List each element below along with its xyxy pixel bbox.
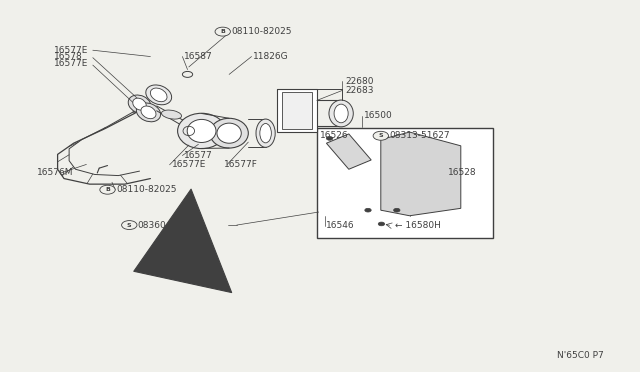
- Ellipse shape: [260, 124, 271, 143]
- Ellipse shape: [161, 110, 182, 119]
- Polygon shape: [326, 134, 371, 169]
- Bar: [277, 89, 317, 132]
- Circle shape: [365, 208, 371, 212]
- Text: 16576M: 16576M: [36, 169, 73, 177]
- Text: S: S: [127, 222, 132, 228]
- Text: FRONT: FRONT: [163, 257, 196, 267]
- Bar: [282, 92, 312, 129]
- Text: 08313-51627: 08313-51627: [389, 131, 450, 140]
- Text: B: B: [220, 29, 225, 34]
- Text: 16577: 16577: [184, 151, 212, 160]
- Text: 16546: 16546: [326, 221, 355, 230]
- Text: 08110-82025: 08110-82025: [231, 27, 292, 36]
- Text: 22680: 22680: [346, 77, 374, 86]
- Ellipse shape: [150, 88, 167, 102]
- Ellipse shape: [256, 119, 275, 147]
- Text: 16500: 16500: [364, 111, 392, 120]
- Text: 16587: 16587: [184, 52, 212, 61]
- Text: 22683: 22683: [346, 86, 374, 94]
- Text: B: B: [105, 187, 110, 192]
- Text: 16526: 16526: [320, 131, 349, 140]
- Text: 16528: 16528: [448, 168, 477, 177]
- Circle shape: [326, 137, 333, 140]
- Ellipse shape: [178, 113, 226, 148]
- Ellipse shape: [187, 119, 216, 142]
- Ellipse shape: [334, 104, 348, 123]
- Text: 11826G: 11826G: [253, 52, 289, 61]
- Text: 08110-82025: 08110-82025: [116, 185, 177, 194]
- Ellipse shape: [141, 106, 156, 119]
- Ellipse shape: [210, 118, 248, 148]
- Text: 08360-62525: 08360-62525: [138, 221, 198, 230]
- Text: S: S: [378, 133, 383, 138]
- Circle shape: [122, 221, 137, 230]
- Text: 16577E: 16577E: [54, 60, 89, 68]
- Circle shape: [373, 131, 388, 140]
- Ellipse shape: [132, 98, 147, 110]
- Text: N'65C0 P7: N'65C0 P7: [557, 351, 604, 360]
- Bar: [317, 128, 493, 238]
- Circle shape: [182, 71, 193, 77]
- Circle shape: [100, 185, 115, 194]
- Text: 16577F: 16577F: [224, 160, 258, 169]
- Circle shape: [215, 27, 230, 36]
- Polygon shape: [381, 132, 461, 216]
- Text: ← 16580H: ← 16580H: [395, 221, 441, 230]
- Text: 16578: 16578: [54, 52, 83, 61]
- Circle shape: [378, 222, 385, 226]
- Ellipse shape: [136, 103, 161, 122]
- Circle shape: [394, 208, 400, 212]
- Ellipse shape: [128, 95, 151, 113]
- Ellipse shape: [146, 85, 172, 105]
- Text: 16577E: 16577E: [172, 160, 206, 169]
- Ellipse shape: [217, 123, 241, 143]
- Text: 16577E: 16577E: [54, 46, 89, 55]
- Ellipse shape: [329, 100, 353, 127]
